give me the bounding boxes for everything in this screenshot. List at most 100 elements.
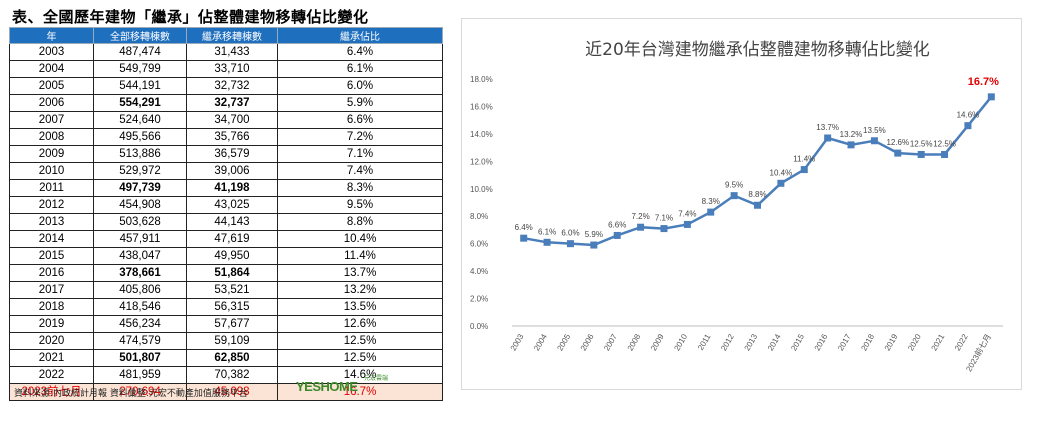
data-point xyxy=(964,122,972,130)
y-tick-label: 4.0% xyxy=(470,267,488,276)
cell-pct: 7.2% xyxy=(277,128,443,146)
cell-pct: 12.5% xyxy=(277,349,443,367)
x-tick-label: 2017 xyxy=(836,332,853,352)
cell-year: 2004 xyxy=(9,60,94,78)
data-point xyxy=(894,149,902,157)
cell-inherit: 33,710 xyxy=(186,60,278,78)
cell-inherit: 47,619 xyxy=(186,230,278,248)
cell-year: 2022 xyxy=(9,366,94,384)
x-tick-label: 2014 xyxy=(766,332,783,352)
x-tick-label: 2011 xyxy=(696,332,713,352)
cell-pct: 12.6% xyxy=(277,315,443,333)
cell-total: 457,911 xyxy=(93,230,187,248)
table-row: 2020 474,579 59,109 12.5% xyxy=(9,332,443,350)
table-row: 2008 495,566 35,766 7.2% xyxy=(9,128,443,146)
cell-pct: 9.5% xyxy=(277,196,443,214)
cell-inherit: 41,198 xyxy=(186,179,278,197)
x-tick-label: 2021 xyxy=(930,332,947,352)
chart-panel: 近20年台灣建物繼承佔整體建物移轉佔比變化 0.0% 2.0% 4.0% 6.0% 8.0… xyxy=(461,18,1022,390)
chart-title: 近20年台灣建物繼承佔整體建物移轉佔比變化 xyxy=(585,40,930,60)
table-row: 2009 513,886 36,579 7.1% xyxy=(9,145,443,163)
x-tick-label: 2019 xyxy=(883,332,900,352)
x-tick-label: 2020 xyxy=(906,332,923,352)
cell-pct: 6.6% xyxy=(277,111,443,129)
cell-total: 513,886 xyxy=(93,145,187,163)
cell-inherit: 45,098 xyxy=(186,383,278,401)
x-tick-label: 2005 xyxy=(555,332,572,352)
cell-year: 2017 xyxy=(9,281,94,299)
x-tick-label: 2003 xyxy=(509,332,526,352)
cell-year: 2006 xyxy=(9,94,94,112)
data-label: 11.4% xyxy=(793,155,815,164)
data-point xyxy=(543,238,551,246)
cell-inherit: 59,109 xyxy=(186,332,278,350)
cell-pct: 11.4% xyxy=(277,247,443,265)
cell-year: 2019 xyxy=(9,315,94,333)
x-tick-label: 2012 xyxy=(719,332,736,352)
data-point xyxy=(800,166,808,174)
data-label: 6.1% xyxy=(538,227,556,236)
data-label: 9.5% xyxy=(725,181,743,190)
cell-total: 378,661 xyxy=(93,264,187,282)
data-point xyxy=(566,240,574,248)
data-point xyxy=(941,150,949,158)
cell-total: 501,807 xyxy=(93,349,187,367)
cell-total: 495,566 xyxy=(93,128,187,146)
cell-year: 2016 xyxy=(9,264,94,282)
page-title: 表、全國歷年建物「繼承」佔整體建物移轉佔比變化 xyxy=(12,8,369,26)
cell-pct: 12.5% xyxy=(277,332,443,350)
table-row: 2012 454,908 43,025 9.5% xyxy=(9,196,443,214)
cell-total: 438,047 xyxy=(93,247,187,265)
data-point xyxy=(870,137,878,145)
data-label: 6.4% xyxy=(515,223,533,232)
cell-year: 2009 xyxy=(9,145,94,163)
x-tick-label: 2010 xyxy=(672,332,689,352)
logo-subtext: 元宏雲端 xyxy=(364,376,389,382)
cell-inherit: 43,025 xyxy=(186,196,278,214)
y-tick-label: 14.0% xyxy=(470,130,493,139)
cell-year: 2021 xyxy=(9,349,94,367)
data-point xyxy=(520,234,528,242)
cell-year: 2018 xyxy=(9,298,94,316)
header-pct: 繼承佔比 xyxy=(277,27,443,44)
x-tick-label: 2022 xyxy=(953,332,970,352)
cell-total: 456,234 xyxy=(93,315,187,333)
data-label: 13.2% xyxy=(840,130,863,139)
data-point xyxy=(730,192,738,200)
x-tick-label: 2006 xyxy=(579,332,596,352)
source-note: 資料來源:內政統計月報 資料彙整:元宏不動產加值服務平台 xyxy=(14,389,248,399)
cell-pct: 10.4% xyxy=(277,230,443,248)
cell-pct: 5.9% xyxy=(277,94,443,112)
table-row: 2007 524,640 34,700 6.6% xyxy=(9,111,443,129)
cell-year: 2023前七月 xyxy=(9,383,94,401)
y-tick-label: 0.0% xyxy=(470,322,488,331)
line-chart: 近20年台灣建物繼承佔整體建物移轉佔比變化 0.0% 2.0% 4.0% 6.0% 8.0… xyxy=(470,40,1003,373)
table-row: 2010 529,972 39,006 7.4% xyxy=(9,162,443,180)
x-tick-label: 2007 xyxy=(602,332,619,352)
cell-inherit: 39,006 xyxy=(186,162,278,180)
data-point xyxy=(707,208,715,216)
data-label: 5.9% xyxy=(585,230,603,239)
cell-total: 270,694 xyxy=(93,383,187,401)
cell-inherit: 49,950 xyxy=(186,247,278,265)
cell-pct: 6.1% xyxy=(277,60,443,78)
cell-total: 487,474 xyxy=(93,43,187,61)
data-table: 年 全部移轉棟數 繼承移轉棟數 繼承佔比 2003 487,474 31,433 6.… xyxy=(9,27,443,401)
table-row: 2014 457,911 47,619 10.4% xyxy=(9,230,443,248)
y-tick-label: 10.0% xyxy=(470,185,493,194)
data-point xyxy=(917,150,925,158)
cell-pct: 13.5% xyxy=(277,298,443,316)
data-label: 12.5% xyxy=(933,139,956,148)
table-row: 2006 554,291 32,737 5.9% xyxy=(9,94,443,112)
cell-inherit: 35,766 xyxy=(186,128,278,146)
data-label: 12.6% xyxy=(886,138,909,147)
data-label: 8.8% xyxy=(748,190,766,199)
cell-total: 454,908 xyxy=(93,196,187,214)
cell-inherit: 44,143 xyxy=(186,213,278,231)
y-tick-label: 16.0% xyxy=(470,102,493,111)
cell-inherit: 56,315 xyxy=(186,298,278,316)
x-tick-label: 2015 xyxy=(789,332,806,352)
x-tick-label: 2008 xyxy=(626,332,643,352)
cell-year: 2010 xyxy=(9,162,94,180)
logo-text: YESHOME xyxy=(296,379,358,394)
